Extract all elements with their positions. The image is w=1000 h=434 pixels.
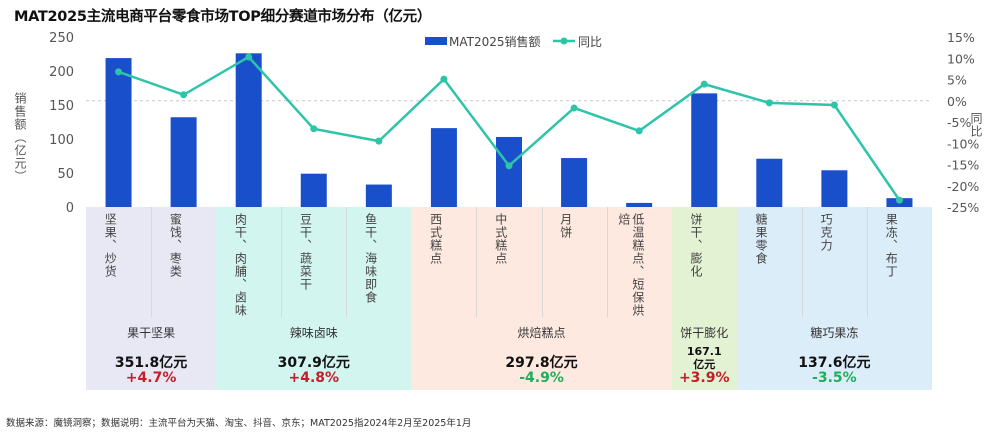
category-label: 肉干、肉脯、卤味 bbox=[233, 213, 248, 317]
yoy-point-4 bbox=[375, 137, 383, 145]
bar-2 bbox=[235, 53, 262, 207]
category-separator bbox=[541, 207, 543, 317]
category-label: 果冻、布丁 bbox=[884, 213, 899, 278]
bar-0 bbox=[105, 58, 132, 207]
bar-10 bbox=[756, 158, 783, 207]
bar-7 bbox=[561, 158, 588, 207]
group-band bbox=[216, 207, 412, 390]
legend-line-marker bbox=[560, 37, 568, 45]
legend-bar-label: MAT2025销售额 bbox=[449, 34, 541, 49]
yoy-point-1 bbox=[180, 91, 188, 99]
group-total: 307.9亿元 bbox=[277, 355, 350, 371]
legend-bar-swatch bbox=[425, 37, 447, 45]
yoy-point-7 bbox=[570, 104, 578, 112]
group-name: 烘焙糕点 bbox=[517, 326, 566, 340]
group-name: 果干坚果 bbox=[127, 326, 176, 340]
category-label: 饼干、膨化 bbox=[688, 213, 703, 278]
yoy-point-9 bbox=[700, 80, 708, 88]
group-yoy: +4.7% bbox=[125, 370, 177, 386]
group-band bbox=[671, 207, 737, 390]
category-label: 低温糕点、短保烘焙 bbox=[616, 213, 645, 317]
y-tick-label: 250 bbox=[49, 31, 74, 46]
group-band bbox=[411, 207, 672, 390]
yoy-point-10 bbox=[765, 99, 773, 107]
bar-6 bbox=[496, 136, 522, 207]
y-axis-label: 销售额（亿元） bbox=[13, 92, 27, 183]
category-label: 坚果、炒货 bbox=[103, 213, 118, 278]
category-label: 豆干、蔬菜干 bbox=[298, 213, 313, 291]
yoy-point-6 bbox=[505, 162, 513, 170]
footer-note: 数据来源：魔镜洞察；数据说明：主流平台为天猫、淘宝、抖音、京东；MAT2025指… bbox=[6, 418, 472, 429]
group-name: 饼干膨化 bbox=[680, 326, 729, 340]
group-name: 辣味卤味 bbox=[289, 326, 338, 340]
yoy-point-2 bbox=[245, 53, 253, 61]
yoy-point-11 bbox=[830, 101, 838, 109]
bar-8 bbox=[626, 202, 653, 207]
bar-5 bbox=[430, 128, 457, 207]
category-separator bbox=[476, 207, 478, 317]
y2-tick-label: 5% bbox=[947, 73, 967, 88]
y2-tick-label: -10% bbox=[947, 136, 979, 151]
y-tick-label: 100 bbox=[49, 133, 74, 148]
bar-4 bbox=[365, 184, 392, 207]
yoy-point-0 bbox=[115, 68, 123, 76]
group-total: 351.8亿元 bbox=[114, 355, 188, 371]
yoy-point-5 bbox=[440, 75, 448, 83]
group-name: 糖巧果冻 bbox=[810, 326, 859, 340]
y2-tick-label: -5% bbox=[947, 115, 971, 130]
category-separator bbox=[866, 207, 868, 317]
y2-tick-label: -25% bbox=[947, 200, 979, 215]
y2-tick-label: -15% bbox=[947, 158, 979, 173]
y2-tick-label: -20% bbox=[947, 179, 979, 194]
bar-9 bbox=[691, 93, 718, 207]
group-total: 137.6亿元 bbox=[798, 355, 871, 371]
y2-tick-label: 15% bbox=[947, 30, 975, 45]
category-separator bbox=[346, 207, 348, 317]
y-tick-label: 50 bbox=[57, 167, 74, 182]
category-label: 月饼 bbox=[558, 213, 573, 239]
category-separator bbox=[281, 207, 283, 317]
category-separator bbox=[606, 207, 608, 317]
group-band bbox=[736, 207, 932, 390]
yoy-point-12 bbox=[895, 196, 903, 204]
y-tick-label: 150 bbox=[49, 99, 74, 114]
category-label: 糖果零食 bbox=[754, 213, 769, 265]
group-yoy: +3.9% bbox=[678, 370, 730, 386]
category-separator bbox=[151, 207, 153, 317]
legend-line-label: 同比 bbox=[578, 35, 602, 49]
y2-tick-label: 10% bbox=[947, 51, 975, 66]
group-yoy: -3.5% bbox=[812, 370, 857, 386]
bar-3 bbox=[300, 173, 327, 207]
bar-11 bbox=[821, 170, 848, 207]
y2-axis-label: 同比 bbox=[969, 112, 983, 138]
category-label: 鱼干、海味即食 bbox=[363, 213, 378, 304]
y-tick-label: 0 bbox=[66, 201, 74, 216]
chart-title: MAT2025主流电商平台零食市场TOP细分赛道市场分布（亿元） bbox=[14, 9, 432, 25]
yoy-point-3 bbox=[310, 125, 318, 133]
y-tick-label: 200 bbox=[49, 65, 74, 80]
group-total: 167.1亿元 bbox=[686, 345, 722, 371]
category-separator bbox=[801, 207, 803, 317]
yoy-point-8 bbox=[635, 127, 643, 135]
group-yoy: +4.8% bbox=[288, 370, 340, 386]
category-label: 蜜饯、枣类 bbox=[168, 213, 183, 278]
category-label: 西式糕点 bbox=[428, 213, 443, 265]
bar-1 bbox=[170, 117, 197, 207]
group-total: 297.8亿元 bbox=[505, 355, 578, 371]
category-label: 中式糕点 bbox=[493, 213, 508, 265]
group-yoy: -4.9% bbox=[519, 370, 564, 386]
y2-tick-label: 0% bbox=[947, 94, 967, 109]
category-label: 巧克力 bbox=[819, 213, 834, 252]
